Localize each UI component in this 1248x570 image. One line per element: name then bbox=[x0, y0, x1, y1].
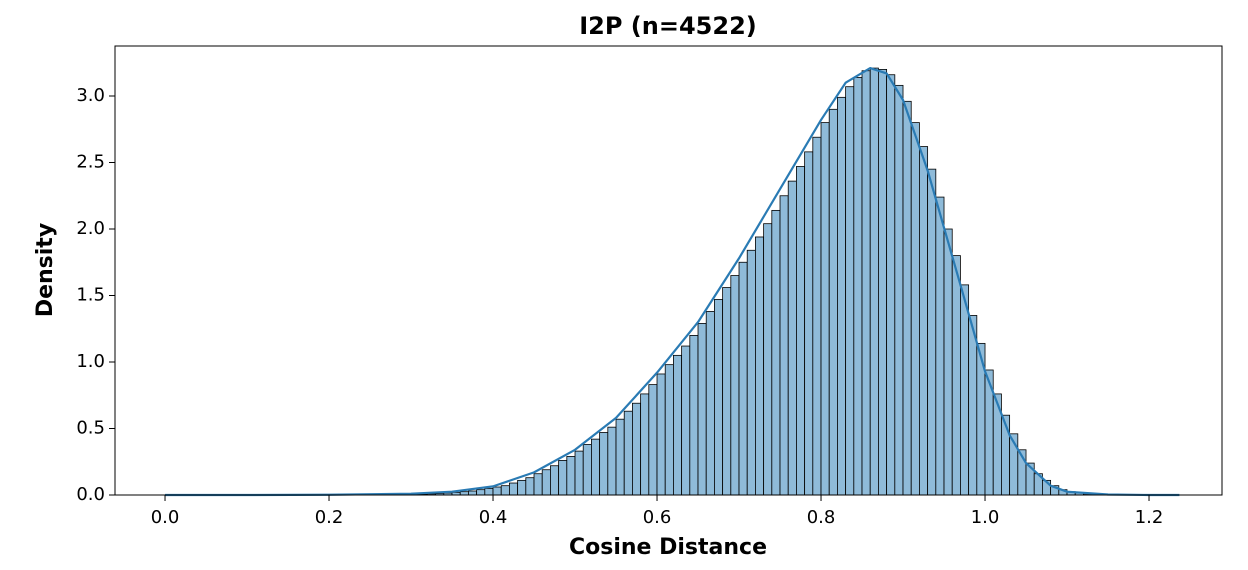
y-tick-label: 0.0 bbox=[76, 484, 105, 505]
bar bbox=[623, 410, 633, 496]
bar bbox=[705, 311, 715, 496]
bar bbox=[787, 180, 797, 496]
bar bbox=[886, 74, 896, 496]
bar bbox=[960, 284, 970, 496]
bar bbox=[927, 168, 937, 496]
bar bbox=[697, 323, 707, 496]
bar bbox=[673, 354, 683, 496]
plot-frame bbox=[114, 45, 1223, 496]
bar bbox=[599, 432, 609, 496]
bar bbox=[828, 108, 838, 496]
x-tick-label: 0.6 bbox=[643, 507, 672, 528]
bar bbox=[689, 335, 699, 496]
x-axis-label: Cosine Distance bbox=[569, 535, 767, 560]
bar bbox=[476, 489, 486, 496]
bar bbox=[968, 315, 978, 496]
bar bbox=[566, 456, 576, 496]
bar bbox=[533, 473, 543, 496]
bar bbox=[935, 196, 945, 496]
x-tick-label: 1.0 bbox=[971, 507, 1000, 528]
bar bbox=[837, 96, 847, 496]
bar bbox=[656, 373, 666, 496]
bar bbox=[632, 402, 642, 496]
bar bbox=[681, 345, 691, 496]
x-tick-label: 0.0 bbox=[151, 507, 180, 528]
y-tick-label: 1.5 bbox=[76, 285, 105, 306]
bar bbox=[820, 122, 830, 496]
bar bbox=[869, 67, 879, 496]
y-tick-label: 2.0 bbox=[76, 218, 105, 239]
bar bbox=[861, 70, 871, 496]
bar bbox=[484, 487, 494, 496]
bar bbox=[574, 450, 584, 496]
y-axis-label: Density bbox=[33, 223, 58, 317]
bar bbox=[763, 223, 773, 496]
bar bbox=[517, 479, 527, 496]
x-tick-label: 0.4 bbox=[479, 507, 508, 528]
bar bbox=[910, 122, 920, 496]
bar bbox=[541, 469, 551, 496]
bar bbox=[738, 261, 748, 496]
bar bbox=[853, 76, 863, 496]
bar bbox=[648, 384, 658, 496]
bar bbox=[640, 393, 650, 496]
y-tick-label: 3.0 bbox=[76, 85, 105, 106]
kde-line bbox=[165, 66, 1180, 497]
bar bbox=[755, 236, 765, 496]
bar bbox=[500, 485, 510, 496]
x-tick-label: 0.8 bbox=[807, 507, 836, 528]
bar bbox=[812, 136, 822, 496]
bar bbox=[615, 418, 625, 496]
bar bbox=[730, 275, 740, 496]
bar bbox=[796, 166, 806, 496]
bar bbox=[492, 486, 502, 496]
bar bbox=[550, 465, 560, 496]
bar bbox=[591, 438, 601, 496]
bar bbox=[607, 426, 617, 496]
bar bbox=[771, 209, 781, 496]
y-tick-label: 2.5 bbox=[76, 152, 105, 173]
bar bbox=[943, 228, 953, 496]
bar bbox=[582, 444, 592, 496]
y-tick-label: 1.0 bbox=[76, 351, 105, 372]
bar bbox=[746, 249, 756, 496]
bar bbox=[951, 255, 961, 496]
bar bbox=[722, 287, 732, 496]
bar bbox=[919, 146, 929, 496]
bar bbox=[509, 482, 519, 496]
bar bbox=[468, 490, 478, 496]
bar bbox=[525, 477, 535, 496]
bar bbox=[779, 195, 789, 496]
bar bbox=[714, 299, 724, 496]
bar bbox=[804, 151, 814, 496]
bar bbox=[558, 460, 568, 496]
x-tick-label: 1.2 bbox=[1135, 507, 1164, 528]
bar bbox=[894, 84, 904, 496]
chart-title: I2P (n=4522) bbox=[579, 12, 757, 40]
bar bbox=[845, 86, 855, 496]
bar bbox=[878, 69, 888, 496]
x-tick-label: 0.2 bbox=[315, 507, 344, 528]
bar bbox=[664, 364, 674, 496]
y-tick-label: 0.5 bbox=[76, 418, 105, 439]
bar bbox=[902, 100, 912, 496]
